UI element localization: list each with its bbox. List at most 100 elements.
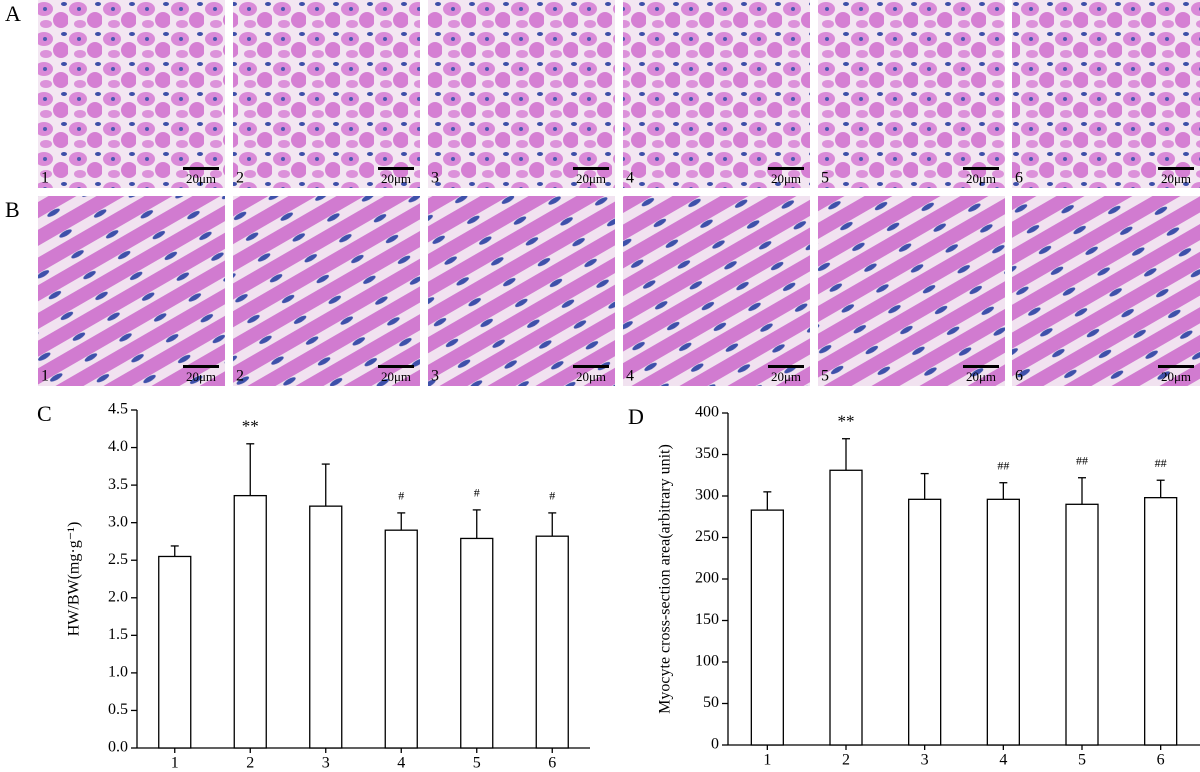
y-tick-label: 350 bbox=[695, 445, 719, 462]
annotation: # bbox=[549, 489, 555, 503]
scale-bar-label: 20μm bbox=[1161, 369, 1191, 384]
panel-label: B bbox=[5, 197, 20, 222]
bar bbox=[750, 509, 784, 746]
scale-bar bbox=[1158, 167, 1194, 170]
image-number: 4 bbox=[626, 368, 634, 385]
x-tick-label: 2 bbox=[842, 752, 850, 769]
x-tick-label: 6 bbox=[1157, 752, 1165, 769]
micrograph bbox=[818, 0, 1005, 188]
y-tick-label: 3.5 bbox=[108, 476, 128, 493]
scale-bar bbox=[963, 167, 999, 170]
y-tick-label: 100 bbox=[695, 653, 719, 670]
micrograph bbox=[428, 0, 615, 188]
y-tick-label: 1.0 bbox=[108, 664, 128, 681]
scale-bar bbox=[183, 167, 219, 170]
y-tick-label: 4.0 bbox=[108, 438, 128, 455]
micrograph bbox=[233, 0, 420, 188]
micrograph bbox=[38, 196, 225, 386]
scale-bar-label: 20μm bbox=[771, 171, 801, 186]
bar bbox=[829, 469, 863, 746]
annotation: ** bbox=[838, 412, 855, 431]
bar bbox=[1065, 503, 1099, 746]
annotation: ## bbox=[1076, 453, 1088, 467]
scale-bar bbox=[378, 167, 414, 170]
bar bbox=[986, 498, 1020, 746]
scale-bar-label: 20μm bbox=[381, 171, 411, 186]
micrograph bbox=[623, 196, 810, 386]
x-tick-label: 1 bbox=[171, 755, 179, 772]
annotation: ## bbox=[1155, 456, 1167, 470]
bar bbox=[233, 494, 267, 749]
annotation: # bbox=[474, 486, 480, 500]
x-tick-label: 4 bbox=[397, 755, 405, 772]
scale-bar-label: 20μm bbox=[771, 369, 801, 384]
y-tick-label: 0.0 bbox=[108, 739, 128, 756]
image-number: 2 bbox=[236, 170, 244, 187]
image-number: 4 bbox=[626, 170, 634, 187]
y-tick-label: 1.5 bbox=[108, 626, 128, 643]
x-tick-label: 4 bbox=[999, 752, 1007, 769]
micrograph bbox=[1012, 196, 1200, 386]
scale-bar-label: 20μm bbox=[381, 369, 411, 384]
image-number: 5 bbox=[821, 170, 829, 187]
image-number: 3 bbox=[431, 368, 439, 385]
annotation: # bbox=[398, 489, 404, 503]
x-tick-label: 6 bbox=[548, 755, 556, 772]
scale-bar bbox=[768, 365, 804, 368]
bar bbox=[384, 529, 418, 749]
y-tick-label: 400 bbox=[695, 404, 719, 421]
scale-bar-label: 20μm bbox=[966, 369, 996, 384]
y-tick-label: 4.5 bbox=[108, 401, 128, 418]
scale-bar-label: 20μm bbox=[576, 171, 606, 186]
micrograph bbox=[1012, 0, 1200, 188]
x-tick-label: 3 bbox=[921, 752, 929, 769]
y-axis-label: Myocyte cross-section area(arbitrary uni… bbox=[657, 444, 674, 714]
x-tick-label: 5 bbox=[1078, 752, 1086, 769]
scale-bar-label: 20μm bbox=[1161, 171, 1191, 186]
x-tick-label: 3 bbox=[322, 755, 330, 772]
panel-label: D bbox=[628, 404, 644, 429]
y-tick-label: 50 bbox=[703, 694, 719, 711]
y-tick-label: 300 bbox=[695, 487, 719, 504]
panel-label: C bbox=[37, 401, 52, 426]
y-tick-label: 250 bbox=[695, 528, 719, 545]
bar bbox=[1144, 497, 1178, 746]
y-tick-label: 3.0 bbox=[108, 513, 128, 530]
annotation: ** bbox=[242, 417, 259, 436]
image-number: 1 bbox=[41, 368, 49, 385]
image-number: 3 bbox=[431, 170, 439, 187]
x-tick-label: 1 bbox=[763, 752, 771, 769]
micrograph bbox=[818, 196, 1005, 386]
y-tick-label: 0.5 bbox=[108, 701, 128, 718]
scale-bar bbox=[768, 167, 804, 170]
image-number: 2 bbox=[236, 368, 244, 385]
scale-bar bbox=[573, 167, 609, 170]
x-tick-label: 5 bbox=[473, 755, 481, 772]
image-number: 6 bbox=[1015, 170, 1023, 187]
y-tick-label: 150 bbox=[695, 611, 719, 628]
scale-bar bbox=[573, 365, 609, 368]
y-axis-label: HW/BW(mg·g⁻¹) bbox=[66, 522, 83, 637]
y-tick-label: 2.5 bbox=[108, 551, 128, 568]
micrograph bbox=[38, 0, 225, 188]
micrograph bbox=[428, 196, 615, 386]
bar bbox=[158, 555, 192, 749]
scale-bar bbox=[378, 365, 414, 368]
image-number: 6 bbox=[1015, 368, 1023, 385]
y-tick-label: 200 bbox=[695, 570, 719, 587]
image-number: 1 bbox=[41, 170, 49, 187]
bar bbox=[460, 537, 494, 749]
bar bbox=[535, 535, 569, 749]
scale-bar bbox=[1158, 365, 1194, 368]
y-tick-label: 2.0 bbox=[108, 588, 128, 605]
bar bbox=[309, 505, 343, 749]
y-tick-label: 0 bbox=[711, 736, 719, 753]
bar bbox=[908, 498, 942, 746]
x-tick-label: 2 bbox=[246, 755, 254, 772]
scale-bar bbox=[963, 365, 999, 368]
scale-bar-label: 20μm bbox=[186, 171, 216, 186]
panel-label: A bbox=[5, 1, 21, 26]
scale-bar-label: 20μm bbox=[966, 171, 996, 186]
micrograph bbox=[233, 196, 420, 386]
